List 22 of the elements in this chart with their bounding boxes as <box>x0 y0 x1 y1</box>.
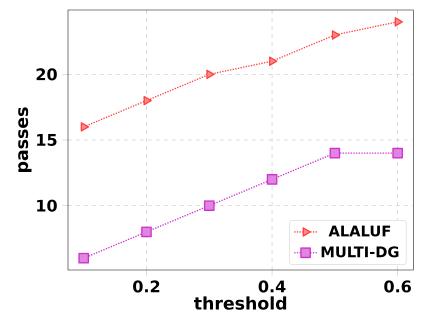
point <box>204 200 215 211</box>
point <box>332 30 340 40</box>
x-tick-label: 0.6 <box>384 280 411 293</box>
y-tick-label: 10 <box>37 200 57 212</box>
point <box>141 226 152 238</box>
point <box>266 174 278 185</box>
point <box>206 70 215 80</box>
point <box>394 17 403 27</box>
y-axis-title: passes <box>18 107 32 172</box>
point <box>78 252 90 264</box>
point <box>143 96 152 106</box>
y-tick-label: 20 <box>36 68 57 80</box>
point <box>330 148 340 158</box>
point <box>269 56 278 66</box>
x-axis-title: threshold <box>194 296 286 310</box>
y-tick-label: 15 <box>37 134 56 146</box>
legend-label: ALALUF <box>328 226 390 237</box>
point <box>80 122 90 132</box>
x-tick-label: 0.4 <box>258 280 286 293</box>
point <box>392 148 403 158</box>
legend-label: MULTI-DG <box>322 246 398 258</box>
x-tick-label: 0.2 <box>133 280 160 293</box>
